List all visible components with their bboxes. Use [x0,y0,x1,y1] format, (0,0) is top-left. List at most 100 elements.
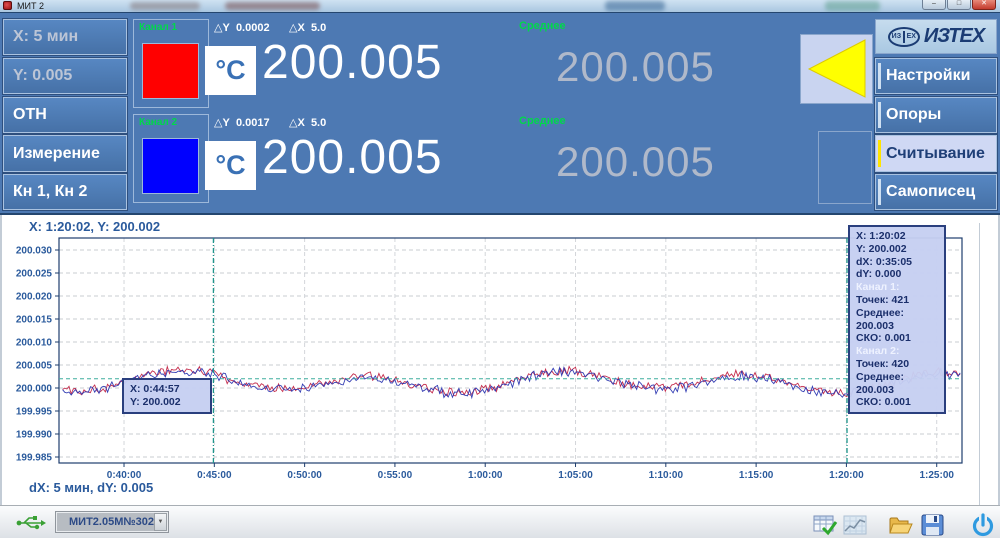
panel-divider [979,223,980,507]
svg-text:199.985: 199.985 [16,453,53,464]
nav-supports-button[interactable]: Опоры [875,97,997,133]
nav-settings-label: Настройки [886,67,971,84]
svg-text:1:05:00: 1:05:00 [558,470,593,481]
minimize-button[interactable]: – [922,0,946,10]
delta-triangle-icon: △ [289,22,298,34]
delta-axis: X [297,22,305,34]
otn-button[interactable]: ОТН [3,97,127,133]
close-button[interactable]: ✕ [972,0,996,10]
channel-2-value: 200.005 [262,131,443,184]
svg-text:200.030: 200.030 [16,246,53,257]
button-accent [878,179,881,205]
channel-1-avg-value: 200.005 [556,43,715,90]
svg-text:0:55:00: 0:55:00 [378,470,413,481]
channel-1-delta-x: △X 5.0 [289,21,326,34]
channel-2-indicator-box [818,131,872,204]
open-folder-icon[interactable] [888,513,914,537]
device-select-value: МИТ2.05М№302 [69,516,154,528]
delta-readout: dX: 5 мин, dY: 0.005 [29,480,154,495]
x-scale-button[interactable]: X: 5 мин [3,19,127,55]
left-arrow-icon [807,39,866,98]
cursor1-tooltip: X: 0:44:57 Y: 200.002 [122,378,212,414]
channel-2-avg-value: 200.005 [556,138,715,185]
channels-button[interactable]: Кн 1, Кн 2 [3,174,127,210]
chart-panel: X: 1:20:02, Y: 200.002 200.030 200.025 200… [0,215,1000,507]
svg-text:199.990: 199.990 [16,430,53,441]
channel-2-unit: °C [205,141,256,190]
stats-ch2-std: СКО: 0.001 [856,396,911,409]
channel-1-name: Канал 1 [139,22,178,33]
channel-2-color-swatch[interactable] [142,138,199,194]
channel-1-color-swatch[interactable] [142,43,199,99]
background-blur [130,2,200,10]
power-icon[interactable] [970,513,996,537]
logo-badge-right: ЕХ [906,33,916,40]
y-scale-button[interactable]: Y: 0.005 [3,58,127,94]
cursor-readout: X: 1:20:02, Y: 200.002 [29,219,161,234]
svg-text:199.995: 199.995 [16,407,53,418]
delta-value: 5.0 [310,22,327,34]
svg-text:1:25:00: 1:25:00 [919,470,954,481]
chart-icon[interactable] [842,513,868,537]
stats-ch2-mean: Среднее: 200.003 [856,370,905,396]
svg-text:200.000: 200.000 [16,384,53,395]
channel-1-box: Канал 1 [133,19,209,108]
cursor1-y: Y: 200.002 [130,395,181,408]
nav-recorder-button[interactable]: Самописец [875,174,997,210]
maximize-button[interactable]: □ [947,0,971,10]
stats-ch1-mean: Среднее: 200.003 [856,306,905,332]
svg-text:1:15:00: 1:15:00 [739,470,774,481]
channel-2-delta-y: △Y 0.0017 [214,116,270,129]
background-blur [225,2,320,10]
svg-text:200.015: 200.015 [16,315,53,326]
channel-2-box: Канал 2 [133,114,209,203]
delta-value: 5.0 [310,117,327,129]
main-panel: X: 5 мин Y: 0.005 ОТН Измерение Кн 1, Кн… [0,12,1000,215]
svg-text:1:20:00: 1:20:00 [829,470,864,481]
stats-ch1-points: Точек: 421 [856,293,910,306]
svg-text:0:50:00: 0:50:00 [287,470,322,481]
delta-triangle-icon: △ [214,22,223,34]
arrow-indicator-button[interactable] [800,34,873,104]
measure-button[interactable]: Измерение [3,135,127,172]
usb-icon [16,516,46,530]
channel-1-delta-y: △Y 0.0002 [214,21,270,34]
stats-x: X: 1:20:02 [856,230,906,242]
stats-tooltip: X: 1:20:02 Y: 200.002 dX: 0:35:05 dY: 0.… [848,225,946,415]
svg-text:1:00:00: 1:00:00 [468,470,503,481]
stats-ch2-points: Точек: 420 [856,357,910,370]
stats-y: Y: 200.002 [856,242,907,255]
nav-settings-button[interactable]: Настройки [875,58,997,94]
export-table-icon[interactable] [812,513,838,537]
svg-text:0:40:00: 0:40:00 [107,470,142,481]
app-icon [3,1,12,10]
otn-label: ОТН [13,106,47,123]
svg-text:200.005: 200.005 [16,361,53,372]
delta-axis: Y [222,117,230,129]
device-select-arrow[interactable]: ▼ [153,513,167,531]
background-blur [605,1,665,11]
stats-dx: dX: 0:35:05 [856,255,913,268]
button-accent [878,63,881,89]
device-select[interactable]: МИТ2.05М№302 ▼ [55,511,169,533]
delta-axis: Y [222,22,230,34]
channel-1-value: 200.005 [262,36,443,89]
logo-text: ИЗТЕХ [923,25,985,47]
nav-recorder-label: Самописец [886,183,976,200]
stats-dy: dY: 0.000 [856,268,902,281]
channel-1-avg-caption: Среднее [519,20,566,32]
nav-reading-button[interactable]: Считывание [875,135,997,172]
titlebar: МИТ 2 – □ ✕ [0,0,1000,12]
channel-1-unit: °C [205,46,256,95]
window-title: МИТ 2 [17,1,44,11]
stats-ch1-std: СКО: 0.001 [856,332,911,345]
save-icon[interactable] [920,513,946,537]
y-scale-label: Y: 0.005 [13,67,73,84]
svg-text:0:45:00: 0:45:00 [197,470,232,481]
delta-triangle-icon: △ [214,117,223,129]
background-blur [825,1,880,11]
stats-ch1-title: Канал 1: [856,281,900,294]
channel-1-row: Канал 1 △Y 0.0002 △X 5.0 °C 200.005 Сред… [0,19,1000,109]
nav-reading-label: Считывание [886,144,985,162]
